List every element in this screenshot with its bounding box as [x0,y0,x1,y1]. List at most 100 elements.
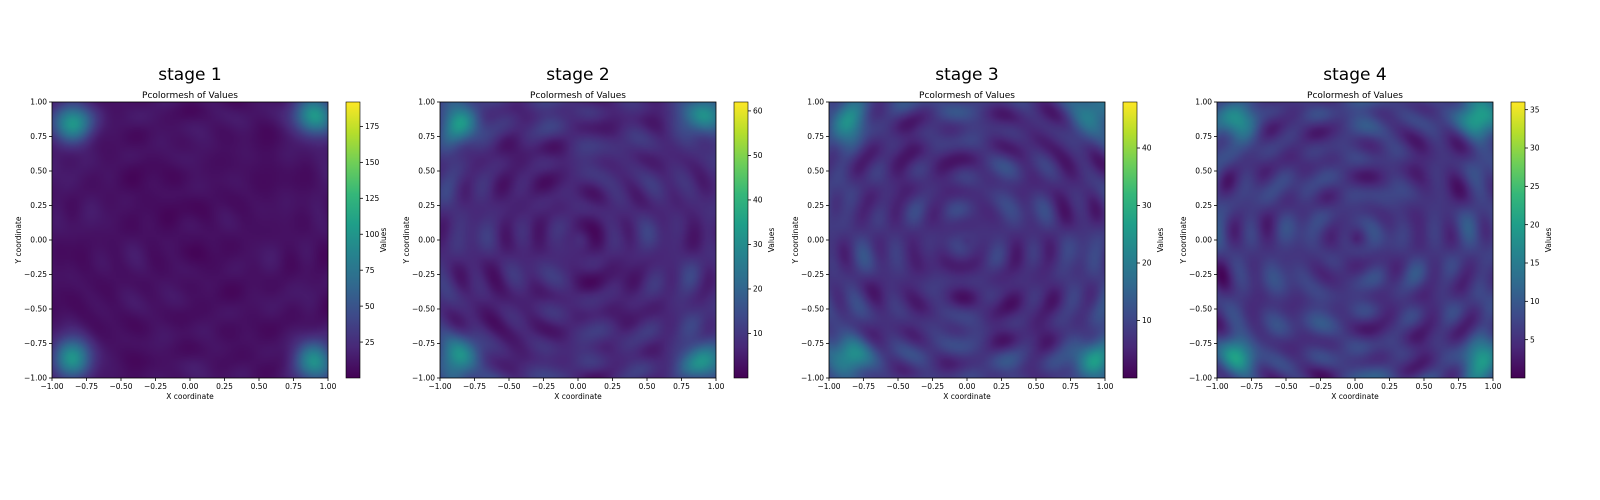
y-tick-label: −0.25 [24,270,47,279]
colorbar-tick-label: 10 [1530,297,1540,306]
colorbar-tick-label: 10 [1142,316,1152,325]
y-axis-label: Y coordinate [791,216,800,264]
heatmap-image [1217,102,1493,378]
heatmap-image [829,102,1105,378]
x-tick-label: 0.25 [216,382,233,391]
y-tick-label: 1.00 [30,98,47,107]
colorbar-tick-label: 20 [1530,220,1540,229]
x-tick-label: −1.00 [429,382,452,391]
axes-title: Pcolormesh of Values [142,91,238,101]
colorbar-tick-label: 50 [753,151,763,160]
colorbar-tick-label: 175 [365,122,380,131]
x-tick-label: 1.00 [1485,382,1502,391]
panel-2: stage 2 Pcolormesh of Values −1.00 −0.75 −0.… [402,65,776,401]
x-tick-label: 1.00 [320,382,337,391]
x-tick-label: −0.50 [887,382,910,391]
x-tick-label: −0.50 [498,382,521,391]
colorbar-label: Values [1156,228,1165,253]
x-axis-label: X coordinate [166,392,214,401]
colorbar-tick-label: 10 [753,329,763,338]
colorbar-tick-label: 60 [753,107,763,116]
colorbar-tick-label: 25 [365,338,375,347]
colorbar-tick-label: 30 [1142,201,1152,210]
x-tick-label: −0.25 [144,382,167,391]
x-tick-label: −0.75 [1240,382,1263,391]
panel-title: stage 1 [158,65,221,85]
x-tick-label: 0.00 [570,382,587,391]
panel-1: stage 1 Pcolormesh of Values −1.00 −0.75 −0.… [14,65,388,401]
x-tick-label: 0.50 [1028,382,1045,391]
colorbar-label: Values [1544,228,1553,253]
panel-3: stage 3 Pcolormesh of Values −1.00 −0.75 −0.… [791,65,1165,401]
y-tick-label: 0.25 [807,201,824,210]
colorbar-tick-label: 100 [365,230,380,239]
colorbar [733,101,749,379]
axes-title: Pcolormesh of Values [1307,91,1403,101]
y-tick-label: −1.00 [412,374,435,383]
x-tick-label: 0.25 [993,382,1010,391]
x-tick-label: 1.00 [708,382,725,391]
y-axis-label: Y coordinate [14,216,23,264]
colorbar-tick-label: 35 [1530,105,1540,114]
x-tick-label: −0.75 [463,382,486,391]
y-tick-label: 0.50 [807,167,824,176]
colorbar-tick-label: 125 [365,194,380,203]
y-axis-label: Y coordinate [402,216,411,264]
x-tick-label: −0.75 [75,382,98,391]
y-tick-label: 0.75 [30,132,47,141]
y-tick-label: 0.75 [1195,132,1212,141]
x-tick-label: −0.50 [110,382,133,391]
colorbar-tick-label: 40 [753,196,763,205]
colorbar-tick-label: 30 [753,240,763,249]
colorbar-tick-label: 20 [1142,259,1152,268]
colorbar-tick-label: 75 [365,266,375,275]
colorbar-label: Values [767,228,776,253]
x-tick-label: −1.00 [41,382,64,391]
colorbar-tick-label: 50 [365,302,375,311]
x-tick-label: −0.50 [1275,382,1298,391]
y-tick-label: −0.75 [801,339,824,348]
heatmap-image [52,102,328,378]
colorbar-tick-label: 20 [753,285,763,294]
y-tick-label: −0.75 [412,339,435,348]
y-tick-label: 0.25 [418,201,435,210]
panel-4: stage 4 Pcolormesh of Values −1.00 −0.75 −0.… [1179,65,1553,401]
y-tick-label: 0.50 [30,167,47,176]
x-axis-label: X coordinate [1331,392,1379,401]
y-tick-label: −0.50 [412,305,435,314]
y-tick-label: −0.75 [24,339,47,348]
y-tick-label: −0.25 [1189,270,1212,279]
colorbar-tick-label: 5 [1530,335,1535,344]
y-tick-label: 0.00 [807,236,824,245]
y-tick-label: 1.00 [807,98,824,107]
y-tick-label: −0.50 [801,305,824,314]
y-tick-label: 0.00 [1195,236,1212,245]
y-tick-label: −0.25 [412,270,435,279]
axes-title: Pcolormesh of Values [919,91,1015,101]
x-tick-label: −0.25 [1309,382,1332,391]
y-tick-label: 0.25 [1195,201,1212,210]
x-tick-label: 0.00 [959,382,976,391]
panel-title: stage 2 [546,65,609,85]
x-tick-label: −1.00 [1206,382,1229,391]
x-tick-label: 0.75 [1062,382,1079,391]
x-tick-label: −0.25 [921,382,944,391]
x-tick-label: 0.50 [251,382,268,391]
colorbar-tick-label: 25 [1530,182,1540,191]
x-tick-label: −0.25 [532,382,555,391]
panel-title: stage 3 [935,65,998,85]
colorbar-label: Values [379,228,388,253]
x-tick-label: 0.75 [1450,382,1467,391]
colorbar-tick-label: 40 [1142,144,1152,153]
y-tick-label: 1.00 [1195,98,1212,107]
y-tick-label: 0.50 [418,167,435,176]
x-tick-label: −0.75 [852,382,875,391]
x-tick-label: 0.00 [1347,382,1364,391]
x-axis-label: X coordinate [943,392,991,401]
x-tick-label: 1.00 [1097,382,1114,391]
colorbar-tick-label: 150 [365,158,380,167]
y-tick-label: 0.00 [418,236,435,245]
y-tick-label: −1.00 [24,374,47,383]
x-tick-label: 0.75 [285,382,302,391]
